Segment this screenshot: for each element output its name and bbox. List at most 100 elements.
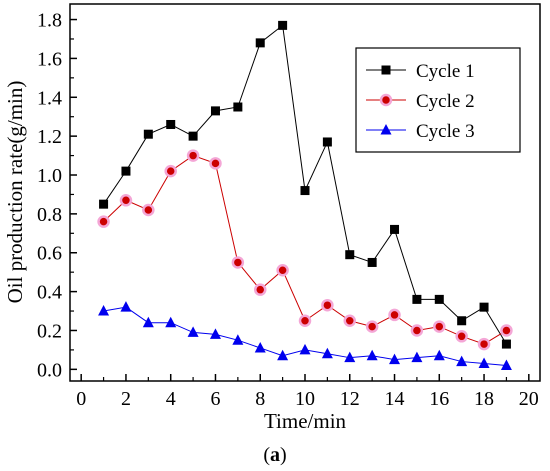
x-tick-label: 20 <box>519 388 539 410</box>
legend-label: Cycle 2 <box>416 91 475 112</box>
x-axis-label: Time/min <box>264 409 347 433</box>
data-point <box>500 359 512 370</box>
data-point <box>209 157 222 170</box>
data-point <box>121 166 131 176</box>
data-point <box>188 131 198 141</box>
x-tick-label: 16 <box>429 388 449 410</box>
data-point <box>479 302 489 312</box>
data-point <box>345 250 355 260</box>
y-tick-label: 0.8 <box>37 204 62 226</box>
data-point <box>120 301 132 312</box>
y-tick-label: 0.2 <box>37 320 62 342</box>
x-tick-label: 18 <box>474 388 494 410</box>
data-point <box>412 294 422 304</box>
data-point <box>119 194 133 207</box>
data-point <box>411 351 423 363</box>
legend-box <box>355 47 521 153</box>
data-point <box>276 263 289 277</box>
ticks-layer: 0 2 4 6 8 10 12 14 16 18 20 0.0 0.2 0.4 0.6 0.8 1.0 1.2 1.… <box>37 10 539 410</box>
data-point <box>253 283 267 296</box>
data-point <box>210 106 220 116</box>
data-point <box>365 320 379 333</box>
y-tick-label: 0.4 <box>37 282 62 304</box>
x-tick-label: 2 <box>121 388 131 410</box>
data-point <box>410 324 424 337</box>
legend: Cycle 1 Cycle 2 Cycle 3 <box>355 47 521 153</box>
data-point <box>165 316 177 328</box>
data-point <box>209 328 221 339</box>
x-tick-label: 10 <box>295 388 315 410</box>
data-point <box>299 343 311 355</box>
caption-letter: a <box>270 444 280 466</box>
data-point <box>99 199 109 209</box>
caption-open-paren: ( <box>263 444 270 466</box>
data-point <box>142 203 155 217</box>
data-point <box>255 38 265 48</box>
data-point <box>277 349 289 361</box>
data-point <box>457 316 467 326</box>
y-tick-label: 1.4 <box>37 87 62 109</box>
y-tick-label: 1.8 <box>37 10 62 32</box>
x-tick-label: 8 <box>255 388 265 410</box>
legend-marker <box>380 124 392 135</box>
data-point <box>343 314 357 328</box>
data-point <box>98 305 110 316</box>
y-tick-label: 0.0 <box>37 359 62 381</box>
data-point <box>389 353 401 365</box>
data-point <box>477 337 491 351</box>
legend-marker <box>381 65 391 75</box>
legend-entry: Cycle 3 <box>366 121 475 142</box>
x-tick-label: 4 <box>166 388 176 410</box>
data-point <box>344 351 356 363</box>
y-tick-label: 1.6 <box>37 48 62 70</box>
legend-marker <box>379 93 393 107</box>
data-point <box>434 294 444 304</box>
data-point <box>187 326 199 337</box>
x-tick-label: 0 <box>76 388 86 410</box>
legend-label: Cycle 1 <box>416 61 475 82</box>
data-point <box>232 334 244 345</box>
data-point <box>456 355 468 367</box>
data-point <box>478 357 490 369</box>
series-cycle-3 <box>98 301 512 370</box>
series-cycle-1 <box>99 20 511 349</box>
data-point <box>433 320 446 333</box>
data-point <box>321 347 333 359</box>
figure-caption: (a) <box>263 444 286 466</box>
caption-close-paren: ) <box>280 444 287 466</box>
y-tick-label: 1.2 <box>37 126 62 148</box>
x-tick-label: 6 <box>210 388 220 410</box>
legend-entry: Cycle 1 <box>366 61 475 82</box>
series-cycle-2 <box>97 149 513 351</box>
data-point <box>254 341 266 353</box>
data-point <box>455 330 468 343</box>
y-tick-label: 1.0 <box>37 165 62 187</box>
y-axis-label: Oil production rate(g/min) <box>3 81 27 304</box>
data-point <box>97 215 110 228</box>
data-point <box>390 224 400 234</box>
x-tick-label: 12 <box>340 388 360 410</box>
data-point <box>321 298 334 312</box>
data-point <box>388 308 401 322</box>
data-point <box>501 339 511 349</box>
legend-label: Cycle 3 <box>416 121 475 142</box>
data-point <box>164 164 177 178</box>
data-point <box>142 316 154 328</box>
data-point <box>143 129 153 139</box>
legend-entry: Cycle 2 <box>366 91 475 112</box>
series-layer <box>97 20 513 370</box>
data-point <box>322 137 332 147</box>
data-point <box>500 324 513 337</box>
x-tick-label: 14 <box>385 388 405 410</box>
data-point <box>300 186 310 196</box>
data-point <box>278 20 288 30</box>
y-tick-label: 0.6 <box>37 243 62 265</box>
data-point <box>433 349 445 361</box>
data-point <box>233 102 243 112</box>
data-point <box>298 314 312 328</box>
data-point <box>367 257 377 267</box>
data-point <box>366 349 378 361</box>
data-point <box>166 119 176 129</box>
data-point <box>186 149 200 162</box>
